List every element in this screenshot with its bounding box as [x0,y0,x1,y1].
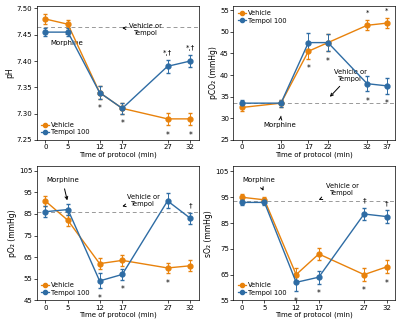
X-axis label: Time of protocol (min): Time of protocol (min) [275,152,353,158]
Text: *: * [317,289,321,298]
Text: *: * [188,131,192,140]
Text: *: * [326,57,330,66]
Text: *: * [98,104,101,113]
Text: Morphine: Morphine [51,32,83,46]
Text: *: * [120,119,124,128]
Text: *,†: *,† [186,45,195,51]
Legend: Vehicle, Tempol 100: Vehicle, Tempol 100 [40,121,91,137]
Text: *: * [385,99,389,108]
Text: *: * [385,8,389,14]
X-axis label: Time of protocol (min): Time of protocol (min) [79,312,157,318]
Legend: Vehicle, Tempol 100: Vehicle, Tempol 100 [237,9,288,25]
Text: *: * [385,279,389,288]
Text: Vehicle or
Tempol: Vehicle or Tempol [331,68,367,96]
Legend: Vehicle, Tempol 100: Vehicle, Tempol 100 [237,281,288,297]
Text: *: * [166,131,170,140]
Text: *,†: *,† [163,50,172,56]
Text: *: * [362,286,366,295]
Y-axis label: pH: pH [6,68,14,78]
Y-axis label: pO₂ (mmHg): pO₂ (mmHg) [8,210,17,257]
Text: Morphine: Morphine [263,116,296,128]
Text: Vehicle or
Tempol: Vehicle or Tempol [123,194,160,207]
Text: *: * [306,64,310,74]
Text: *: * [120,285,124,294]
Text: †: † [385,200,389,206]
Text: Morphine: Morphine [243,178,275,190]
Text: *: * [98,294,101,303]
Text: *: * [294,297,298,306]
Text: †: † [188,203,192,209]
Text: Vehicle or
Tempol: Vehicle or Tempol [320,183,358,200]
Text: Vehicle or
Tempol: Vehicle or Tempol [123,23,162,36]
X-axis label: Time of protocol (min): Time of protocol (min) [275,312,353,318]
Text: *: * [365,10,369,16]
X-axis label: Time of protocol (min): Time of protocol (min) [79,152,157,158]
Text: †: † [362,198,366,203]
Text: *: * [365,97,369,106]
Text: *: * [166,279,170,288]
Legend: Vehicle, Tempol 100: Vehicle, Tempol 100 [40,281,91,297]
Y-axis label: sO₂ (mmHg): sO₂ (mmHg) [205,210,213,257]
Y-axis label: pCO₂ (mmHg): pCO₂ (mmHg) [209,46,218,99]
Text: Morphine: Morphine [46,177,79,199]
